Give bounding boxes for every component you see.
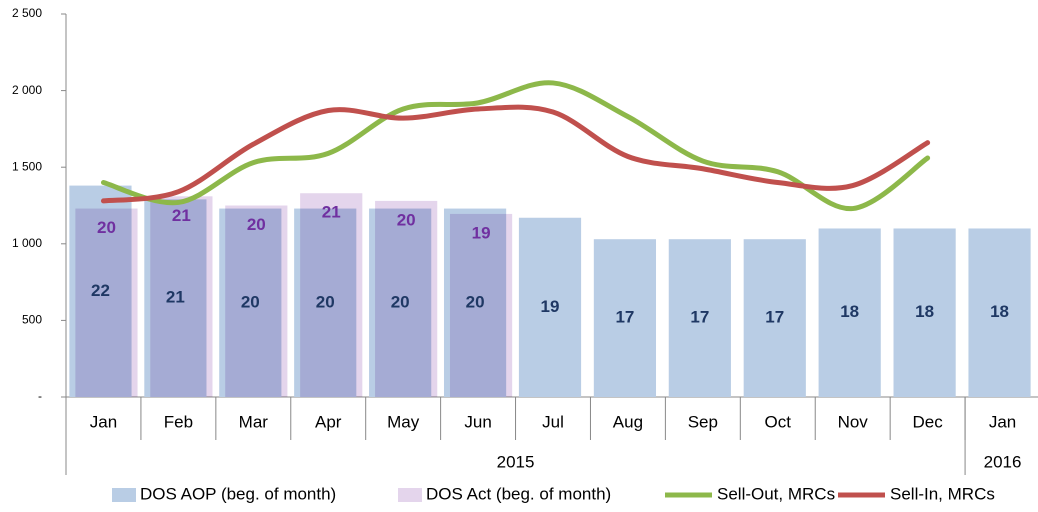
bar — [743, 239, 806, 397]
bar — [968, 228, 1031, 397]
legend-label: Sell-In, MRCs — [890, 484, 995, 503]
y-tick-label: 1 000 — [12, 236, 42, 250]
x-tick-label: Oct — [765, 412, 792, 431]
data-label: 22 — [91, 281, 110, 300]
y-tick-label: 2 500 — [12, 6, 42, 20]
bar — [300, 193, 363, 397]
data-label: 20 — [241, 292, 260, 311]
data-label: 21 — [166, 288, 185, 307]
bar — [518, 217, 582, 397]
x-tick-label: Mar — [239, 412, 269, 431]
data-label: 21 — [172, 206, 191, 225]
x-tick-label: Sep — [688, 412, 718, 431]
data-label: 20 — [397, 210, 416, 229]
x-tick-label: Jun — [464, 412, 491, 431]
bar — [893, 228, 956, 397]
legend-swatch — [398, 488, 422, 502]
data-label: 18 — [915, 302, 934, 321]
x-tick-label: Apr — [315, 412, 342, 431]
y-tick-label: 1 500 — [12, 159, 42, 173]
data-label: 20 — [466, 292, 485, 311]
bar — [449, 213, 513, 397]
x-tick-label: Dec — [912, 412, 943, 431]
line — [100, 80, 931, 212]
line — [100, 104, 931, 204]
data-label: 20 — [247, 215, 266, 234]
x-tick-label: Jul — [542, 412, 564, 431]
data-label: 18 — [840, 302, 859, 321]
bar — [593, 239, 657, 397]
bar — [375, 200, 438, 397]
legend-label: Sell-Out, MRCs — [717, 484, 835, 503]
x-tick-label: Feb — [164, 412, 193, 431]
data-label: 20 — [316, 292, 335, 311]
data-label: 19 — [541, 297, 560, 316]
x-tick-label: Nov — [838, 412, 869, 431]
y-tick-label: 2 000 — [12, 83, 42, 97]
y-tick-label: - — [38, 389, 42, 403]
x-group-label: 2015 — [497, 452, 535, 471]
bar — [225, 205, 288, 397]
data-label: 17 — [615, 308, 634, 327]
data-label: 17 — [765, 308, 784, 327]
x-tick-label: Jan — [90, 412, 117, 431]
data-label: 18 — [990, 302, 1009, 321]
x-tick-label: Aug — [613, 412, 643, 431]
bar — [668, 239, 731, 397]
data-label: 20 — [97, 218, 116, 237]
legend-label: DOS Act (beg. of month) — [426, 484, 611, 503]
x-tick-label: May — [387, 412, 420, 431]
data-label: 20 — [391, 292, 410, 311]
x-tick-label: Jan — [989, 412, 1016, 431]
y-tick-label: 500 — [22, 313, 42, 327]
bar — [818, 228, 881, 397]
data-label: 21 — [322, 203, 341, 222]
data-label: 19 — [472, 223, 491, 242]
legend-label: DOS AOP (beg. of month) — [140, 484, 336, 503]
bar — [75, 208, 138, 397]
bar — [150, 196, 213, 397]
legend-swatch — [112, 488, 136, 502]
x-group-label: 2016 — [984, 452, 1022, 471]
data-label: 17 — [690, 308, 709, 327]
